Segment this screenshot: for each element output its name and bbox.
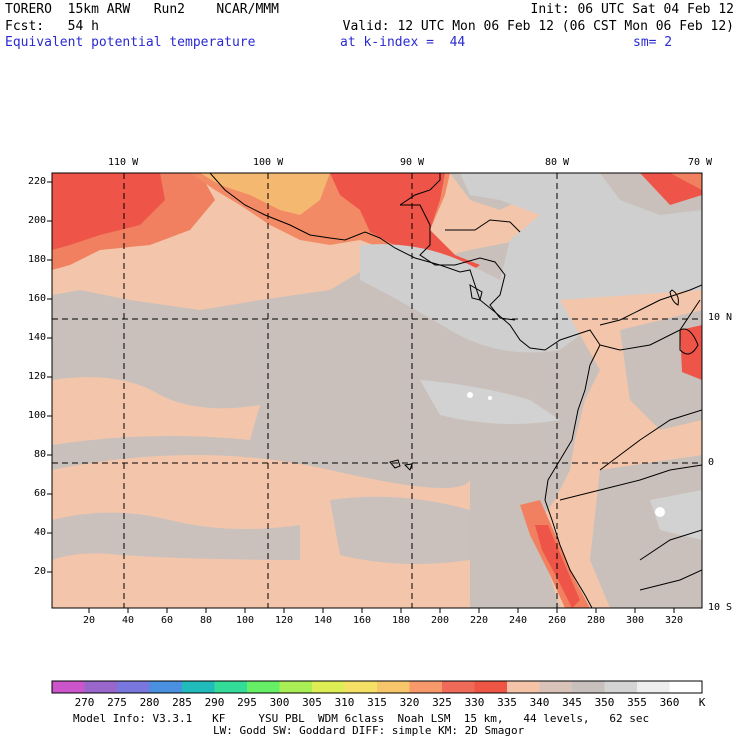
field-title: Equivalent potential temperature: [5, 35, 256, 50]
smoothing-label: sm= 2: [633, 35, 673, 50]
colorbar: [51, 680, 703, 694]
colorbar-frame: [51, 680, 703, 694]
y-tick-label: 40: [33, 527, 46, 538]
x-tick-label: 240: [508, 615, 528, 626]
colorbar-label: 270: [74, 696, 95, 709]
x-tick-label: 60: [160, 615, 174, 626]
y-tick-label: 120: [27, 371, 46, 382]
x-tick-label: 260: [547, 615, 567, 626]
y-tick-label: 200: [27, 215, 46, 226]
plot-frame: [51, 172, 703, 609]
lon-label: 100 W: [253, 157, 284, 168]
tick-marks: [47, 181, 675, 613]
colorbar-swatch: [52, 681, 85, 693]
colorbar-label: 340: [529, 696, 550, 709]
y-tick-label: 180: [27, 254, 46, 265]
lat-label: 10 S: [708, 602, 733, 613]
y-tick-label: 160: [27, 293, 46, 304]
x-tick-label: 120: [274, 615, 294, 626]
graticule: [52, 173, 702, 608]
colorbar-swatch: [344, 681, 378, 693]
colorbar-label: 300: [269, 696, 290, 709]
colorbar-swatch: [669, 681, 703, 693]
y-tick-label: 80: [33, 449, 46, 460]
colorbar-label: 285: [172, 696, 192, 709]
x-tick-label: 100: [235, 615, 255, 626]
colorbar-label: 335: [497, 696, 517, 709]
colorbar-swatch: [247, 681, 280, 693]
colorbar-unit: K: [698, 696, 706, 709]
colorbar-swatch: [214, 681, 248, 693]
colorbar-label: 295: [237, 696, 257, 709]
colorbar-swatch: [409, 681, 443, 693]
x-tick-label: 20: [82, 615, 96, 626]
lon-label: 80 W: [545, 157, 570, 168]
colorbar-swatch: [572, 681, 605, 693]
model-info: Model Info: V3.3.1 KF YSU PBL WDM 6class…: [73, 712, 650, 725]
colorbar-label: 320: [399, 696, 420, 709]
x-tick-label: 280: [586, 615, 606, 626]
colorbar-label: 355: [627, 696, 647, 709]
colorbar-swatch: [507, 681, 540, 693]
x-tick-label: 140: [313, 615, 333, 626]
colorbar-swatch: [117, 681, 150, 693]
level-label: at k-index = 44: [340, 35, 466, 50]
y-tick-label: 20: [33, 566, 46, 577]
x-tick-label: 180: [391, 615, 411, 626]
colorbar-label: 310: [334, 696, 355, 709]
colorbar-swatch: [182, 681, 215, 693]
x-tick-label: 320: [664, 615, 684, 626]
lon-label: 70 W: [688, 157, 713, 168]
colorbar-swatch: [604, 681, 638, 693]
y-tick-label: 220: [27, 176, 46, 187]
colorbar-label: 290: [204, 696, 225, 709]
forecast-hour: Fcst: 54 h: [5, 19, 99, 34]
colorbar-swatch: [539, 681, 573, 693]
colorbar-swatch: [279, 681, 313, 693]
x-tick-label: 40: [121, 615, 135, 626]
valid-time: Valid: 12 UTC Mon 06 Feb 12 (06 CST Mon …: [342, 19, 734, 34]
theta-e-field: [52, 173, 702, 608]
y-tick-label: 140: [27, 332, 46, 343]
colorbar-label: 315: [367, 696, 387, 709]
y-tick-label: 100: [27, 410, 46, 421]
lat-label: 10 N: [708, 312, 733, 323]
header-title: TORERO 15km ARW Run2 NCAR/MMM: [5, 2, 279, 17]
lat-label: 0: [708, 457, 715, 468]
colorbar-swatch: [474, 681, 508, 693]
init-time: Init: 06 UTC Sat 04 Feb 12: [530, 2, 735, 17]
x-tick-label: 200: [430, 615, 450, 626]
x-tick-label: 160: [352, 615, 372, 626]
colorbar-label: 330: [464, 696, 485, 709]
colorbar-label: 305: [302, 696, 322, 709]
lon-label: 90 W: [400, 157, 425, 168]
lon-label: 110 W: [108, 157, 139, 168]
physics-info: LW: Godd SW: Goddard DIFF: simple KM: 2D…: [213, 724, 525, 737]
colorbar-label: 350: [594, 696, 615, 709]
colorbar-swatch: [312, 681, 345, 693]
colorbar-swatch: [377, 681, 410, 693]
colorbar-label: 360: [659, 696, 680, 709]
x-tick-label: 300: [625, 615, 645, 626]
coastlines: [209, 173, 702, 608]
colorbar-swatch: [149, 681, 183, 693]
y-tick-label: 60: [33, 488, 46, 499]
colorbar-swatch: [84, 681, 118, 693]
x-tick-label: 80: [199, 615, 213, 626]
colorbar-label: 325: [432, 696, 452, 709]
x-tick-label: 220: [469, 615, 489, 626]
colorbar-swatch: [442, 681, 475, 693]
colorbar-swatch: [637, 681, 670, 693]
colorbar-label: 280: [139, 696, 160, 709]
colorbar-label: 345: [562, 696, 582, 709]
colorbar-label: 275: [107, 696, 127, 709]
